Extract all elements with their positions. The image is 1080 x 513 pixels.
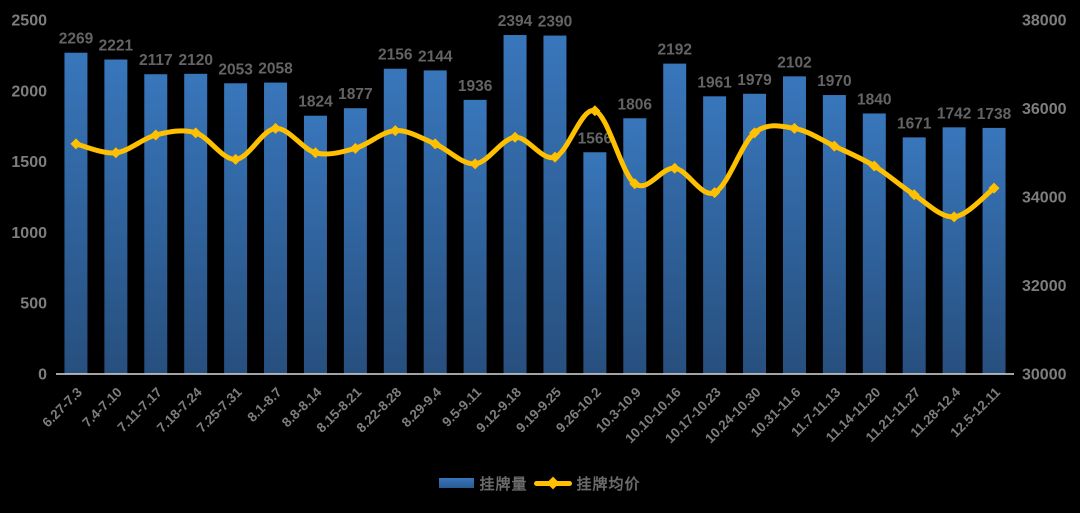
bar-8.8-8.14 — [303, 115, 327, 374]
price-marker-9.19-9.25 — [549, 151, 561, 163]
price-marker-8.29-9.4 — [429, 138, 441, 150]
left-axis-tick: 0 — [38, 367, 47, 384]
left-axis-tick: 2000 — [11, 83, 47, 100]
bar-8.15-8.21 — [343, 108, 367, 374]
price-marker-11.28-12.4 — [948, 211, 960, 223]
bar-10.3-10.9 — [623, 118, 647, 374]
bar-value-label: 1936 — [458, 78, 493, 95]
price-marker-12.5-12.11 — [988, 182, 1000, 194]
bar-value-label: 1824 — [298, 94, 333, 111]
right-axis-tick: 36000 — [1022, 101, 1067, 118]
price-marker-9.26-10.2 — [589, 105, 601, 117]
price-marker-10.10-10.16 — [669, 162, 681, 174]
bar-10.10-10.16 — [663, 63, 687, 375]
bar-9.5-9.11 — [463, 99, 487, 374]
price-marker-10.31-11.6 — [788, 122, 800, 134]
bar-11.28-12.4 — [942, 127, 966, 375]
bar-value-label: 1738 — [977, 106, 1012, 123]
bar-10.17-10.23 — [703, 96, 727, 375]
x-axis-label: 8.29-9.4 — [399, 384, 445, 430]
bar-value-label: 2058 — [258, 61, 293, 78]
bar-7.18-7.24 — [184, 73, 208, 375]
bar-7.4-7.10 — [104, 59, 128, 374]
bar-12.5-12.11 — [982, 127, 1006, 374]
price-marker-10.17-10.23 — [709, 187, 721, 199]
price-marker-7.11-7.17 — [150, 129, 162, 141]
bar-7.25-7.31 — [224, 83, 248, 374]
left-axis-tick: 1500 — [11, 154, 47, 171]
price-marker-11.21-11.27 — [908, 189, 920, 201]
bar-10.24-10.30 — [743, 93, 767, 375]
bar-value-label: 2053 — [218, 61, 253, 78]
price-marker-6.27-7.3 — [70, 138, 82, 150]
price-marker-7.4-7.10 — [110, 147, 122, 159]
price-line — [73, 108, 997, 220]
bar-value-label: 2192 — [657, 42, 691, 59]
bar-value-label: 1979 — [737, 72, 772, 89]
bar-6.27-7.3 — [64, 52, 88, 375]
bar-9.26-10.2 — [583, 152, 607, 374]
x-axis-label: 6.27-7.3 — [39, 384, 85, 430]
bar-value-label: 1742 — [937, 105, 971, 122]
price-marker-9.12-9.18 — [509, 131, 521, 143]
bar-value-label: 1970 — [817, 73, 851, 90]
bar-value-label: 2390 — [538, 14, 572, 31]
bar-value-label: 2144 — [418, 48, 453, 65]
price-marker-8.8-8.14 — [309, 147, 321, 159]
price-marker-11.7-11.13 — [828, 140, 840, 152]
bar-value-label: 1961 — [697, 74, 732, 91]
right-axis-tick: 32000 — [1022, 278, 1067, 295]
bar-9.12-9.18 — [503, 35, 527, 374]
left-axis-tick: 1000 — [11, 225, 47, 242]
right-axis-tick: 34000 — [1022, 190, 1067, 207]
bar-value-label: 2156 — [378, 47, 413, 64]
bar-value-label: 2120 — [178, 52, 212, 69]
price-marker-7.18-7.24 — [190, 127, 202, 139]
price-marker-8.1-8.7 — [270, 122, 282, 134]
right-axis-tick: 30000 — [1022, 367, 1067, 384]
price-marker-10.3-10.9 — [629, 178, 641, 190]
bar-value-label: 1566 — [578, 130, 613, 147]
bar-value-label: 1840 — [857, 91, 891, 108]
bar-8.22-8.28 — [383, 68, 407, 375]
left-axis-tick: 2500 — [11, 13, 47, 30]
bar-value-label: 2117 — [139, 52, 173, 69]
bar-8.29-9.4 — [423, 70, 447, 374]
bar-value-label: 2394 — [498, 13, 533, 30]
price-marker-8.15-8.21 — [349, 142, 361, 154]
bar-11.14-11.20 — [862, 113, 886, 375]
bar-value-label: 1671 — [897, 115, 932, 132]
right-axis-tick: 38000 — [1022, 13, 1067, 30]
price-marker-11.14-11.20 — [868, 160, 880, 172]
bar-value-label: 2102 — [777, 54, 811, 71]
bar-9.19-9.25 — [543, 35, 567, 375]
bar-value-label: 2221 — [99, 38, 134, 55]
bar-value-label: 2269 — [59, 31, 94, 48]
bar-10.31-11.6 — [782, 76, 806, 374]
price-marker-10.24-10.30 — [749, 127, 761, 139]
price-marker-7.25-7.31 — [230, 153, 242, 165]
left-axis-tick: 500 — [20, 296, 47, 313]
bar-8.1-8.7 — [264, 82, 288, 375]
price-marker-9.5-9.11 — [469, 158, 481, 170]
bar-value-label: 1806 — [618, 96, 653, 113]
bar-11.7-11.13 — [822, 95, 846, 374]
price-marker-8.22-8.28 — [389, 125, 401, 137]
bar-7.11-7.17 — [144, 74, 168, 375]
bar-11.21-11.27 — [902, 137, 926, 374]
bar-value-label: 1877 — [338, 86, 372, 103]
